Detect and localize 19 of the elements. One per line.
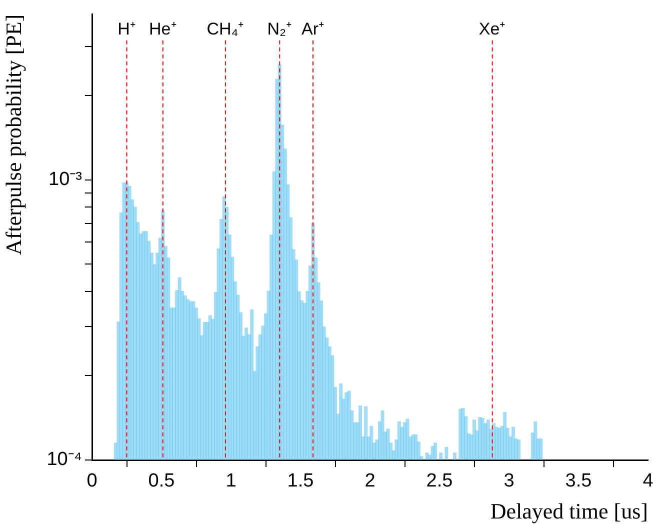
ref-line-label: Ar⁺ xyxy=(302,19,325,38)
x-tick-label: 3 xyxy=(504,470,514,492)
x-tick-label: 1 xyxy=(226,470,236,492)
y-tick-label: 10⁻⁴ xyxy=(46,449,82,470)
ref-line-label: N₂⁺ xyxy=(267,19,292,38)
x-tick-label: 0 xyxy=(86,470,98,492)
ref-line-label: CH₄⁺ xyxy=(206,19,244,38)
x-tick-label: 4 xyxy=(642,470,654,492)
x-axis-title: Delayed time [us] xyxy=(490,498,648,524)
x-tick-label: 2 xyxy=(364,470,376,492)
y-tick-label: 10⁻³ xyxy=(48,169,82,190)
ref-line-label: H⁺ xyxy=(118,19,136,38)
x-tick-label: 3.5 xyxy=(565,470,592,492)
x-tick-label: 0.5 xyxy=(148,470,175,492)
x-tick-label: 2.5 xyxy=(426,470,453,492)
ref-line-label: He⁺ xyxy=(149,19,177,38)
y-axis-title: Afterpulse probability [PE] xyxy=(0,14,26,256)
x-tick-label: 1.5 xyxy=(287,470,314,492)
ref-line-label: Xe⁺ xyxy=(478,19,506,38)
